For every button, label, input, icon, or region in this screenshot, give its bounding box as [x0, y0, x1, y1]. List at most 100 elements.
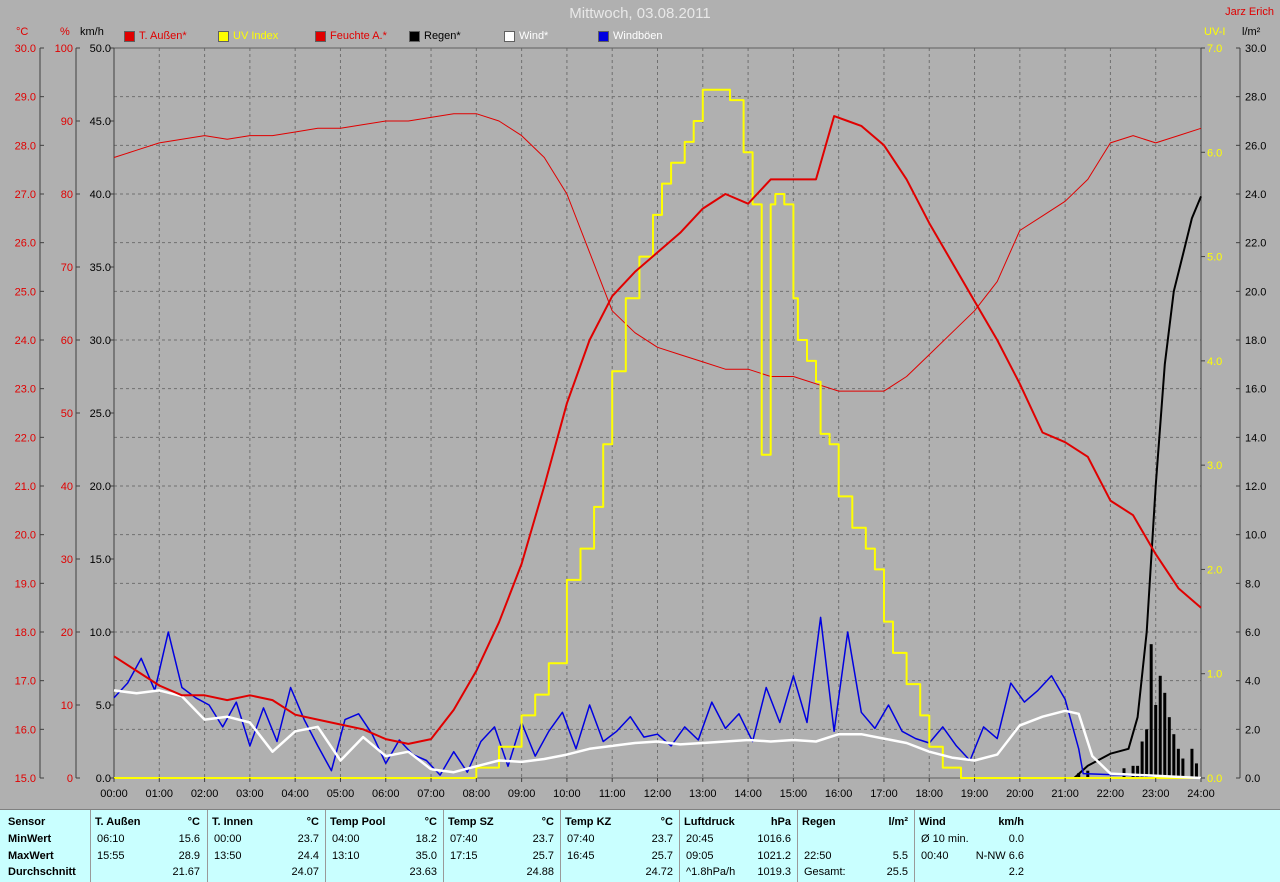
rain-axis-tick-label: 6.0 — [1245, 627, 1260, 639]
x-axis-tick-label: 23:00 — [1142, 788, 1170, 800]
x-axis-tick-label: 06:00 — [372, 788, 400, 800]
rain-axis-tick-label: 24.0 — [1245, 189, 1266, 201]
group-unit: °C — [424, 816, 437, 828]
x-axis-tick-label: 20:00 — [1006, 788, 1034, 800]
x-axis-tick-label: 01:00 — [146, 788, 174, 800]
x-axis-tick-label: 02:00 — [191, 788, 219, 800]
wind-axis-tick-label: 25.0 — [90, 408, 111, 420]
series-t-außen — [113, 115, 1202, 745]
temp-axis-tick-label: 15.0 — [15, 773, 36, 785]
x-axis-tick-label: 07:00 — [417, 788, 445, 800]
rain-axis-tick-label: 0.0 — [1245, 773, 1260, 785]
group-unit: °C — [187, 816, 200, 828]
rain-axis-tick-label: 20.0 — [1245, 286, 1266, 298]
legend-label: Feuchte A.* — [330, 30, 387, 42]
rain-axis-tick-label: 10.0 — [1245, 530, 1266, 542]
humidity-axis-tick-label: 10 — [61, 700, 73, 712]
table-group: Luftdruck hPa 20:45 1016.6 09:05 1021.2 ^1.8hP… — [679, 810, 797, 882]
avg-value: 1019.3 — [757, 866, 791, 878]
min-time: 06:10 — [97, 833, 125, 845]
group-name: Temp SZ — [448, 816, 494, 828]
weather-chart: 30.0 29.0 28.0 27.0 26.0 25.0 24.0 23.0 22.0 21.0… — [15, 43, 1267, 800]
x-axis-tick-label: 14:00 — [734, 788, 762, 800]
x-axis-tick-label: 08:00 — [463, 788, 491, 800]
max-time: 13:50 — [214, 850, 242, 862]
legend: T. Außen* UV Index Feuchte A.* Regen* Wind* W… — [0, 30, 1280, 46]
avg-value: 2.2 — [1008, 866, 1024, 878]
wind-axis-tick-label: 10.0 — [90, 627, 111, 639]
max-value: 28.9 — [178, 850, 200, 862]
temp-axis-tick-label: 20.0 — [15, 530, 36, 542]
rain-bar — [1194, 763, 1198, 778]
temp-axis-tick-label: 26.0 — [15, 238, 36, 250]
rain-bar — [1077, 773, 1081, 778]
max-value: 35.0 — [415, 850, 437, 862]
rain-bar — [1140, 741, 1144, 778]
legend-swatch — [315, 30, 326, 42]
avg-value: 24.07 — [291, 866, 319, 878]
rain-bar — [1163, 692, 1167, 778]
uv-axis-tick-label: 7.0 — [1207, 43, 1222, 55]
row-label-max: MaxWert — [8, 850, 54, 862]
legend-item: UV Index — [218, 30, 278, 42]
max-value: N-NW 6.6 — [975, 850, 1024, 862]
group-name: Temp KZ — [565, 816, 612, 828]
humidity-axis-tick-label: 60 — [61, 335, 73, 347]
max-time: 13:10 — [332, 850, 360, 862]
group-name: T. Innen — [212, 816, 253, 828]
temp-axis-tick-label: 23.0 — [15, 384, 36, 396]
group-unit: hPa — [770, 816, 791, 828]
uv-axis-tick-label: 2.0 — [1207, 564, 1222, 576]
temp-axis-unit: °C — [16, 26, 29, 38]
legend-swatch — [409, 30, 420, 42]
temp-axis-tick-label: 28.0 — [15, 140, 36, 152]
humidity-axis-tick-label: 40 — [61, 481, 73, 493]
rain-bar — [1154, 705, 1158, 778]
rain-axis-tick-label: 18.0 — [1245, 335, 1266, 347]
axes: 30.0 29.0 28.0 27.0 26.0 25.0 24.0 23.0 22.0 21.0… — [15, 43, 1267, 785]
x-axis-tick-label: 24:00 — [1187, 788, 1215, 800]
humidity-axis-tick-label: 70 — [61, 262, 73, 274]
max-time: 15:55 — [97, 850, 125, 862]
rain-bar — [1176, 748, 1180, 778]
rain-axis-tick-label: 30.0 — [1245, 43, 1266, 55]
humidity-axis-tick-label: 30 — [61, 554, 73, 566]
legend-swatch — [504, 30, 515, 42]
rain-bar — [1149, 644, 1153, 778]
humidity-axis-tick-label: 0 — [67, 773, 73, 785]
max-value: 5.5 — [892, 850, 908, 862]
avg-value: 21.67 — [172, 866, 200, 878]
group-unit: °C — [660, 816, 673, 828]
wind-axis-tick-label: 20.0 — [90, 481, 111, 493]
rain-axis-tick-label: 14.0 — [1245, 432, 1266, 444]
min-time: 07:40 — [450, 833, 478, 845]
humidity-axis-tick-label: 20 — [61, 627, 73, 639]
legend-swatch — [218, 30, 229, 42]
rain-bar — [1158, 675, 1162, 778]
rain-axis-tick-label: 8.0 — [1245, 578, 1260, 590]
x-axis-tick-label: 13:00 — [689, 788, 717, 800]
legend-item: Regen* — [409, 30, 461, 42]
wind-axis-unit: km/h — [80, 26, 104, 38]
legend-label: Regen* — [424, 30, 461, 42]
wind-axis-tick-label: 40.0 — [90, 189, 111, 201]
series-uv-index — [114, 88, 1201, 779]
rain-axis-tick-label: 26.0 — [1245, 140, 1266, 152]
temp-axis-tick-label: 21.0 — [15, 481, 36, 493]
rain-bar — [1145, 729, 1149, 778]
avg-value: 24.72 — [645, 866, 673, 878]
avg-value: 24.88 — [526, 866, 554, 878]
max-time: 09:05 — [686, 850, 714, 862]
series-feuchte-a — [113, 113, 1202, 392]
max-value: 24.4 — [297, 850, 319, 862]
rain-bar — [1131, 765, 1135, 778]
rain-axis-tick-label: 22.0 — [1245, 238, 1266, 250]
min-value: 0.0 — [1008, 833, 1024, 845]
humidity-axis-tick-label: 90 — [61, 116, 73, 128]
temp-axis-tick-label: 29.0 — [15, 92, 36, 104]
x-axis-ticks: 00:00 01:00 02:00 03:00 04:00 05:00 06:00 07:00… — [100, 778, 1215, 800]
uv-axis-unit: UV-I — [1204, 26, 1226, 38]
uv-axis-tick-label: 3.0 — [1207, 460, 1222, 472]
uv-axis-tick-label: 6.0 — [1207, 147, 1222, 159]
table-group: T. Innen °C 00:00 23.7 13:50 24.4 24.07 — [207, 810, 325, 882]
